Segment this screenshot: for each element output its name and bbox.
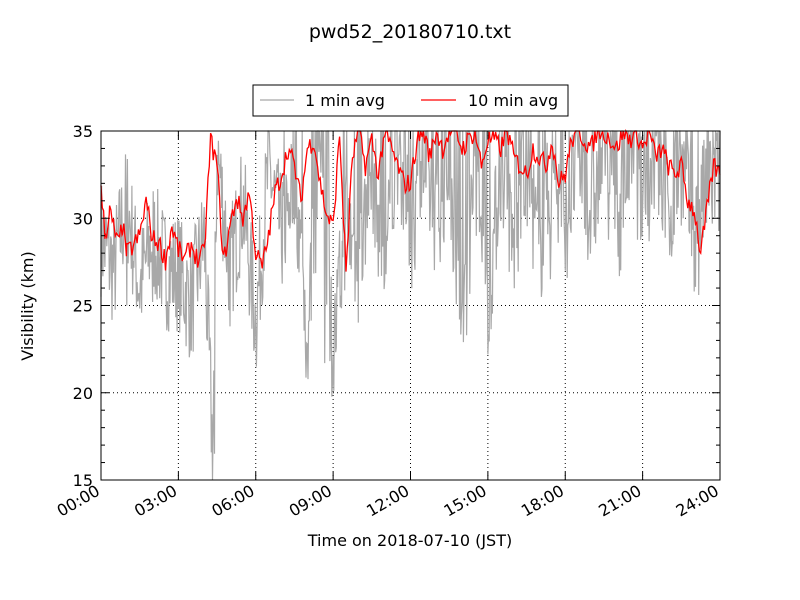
x-tick-label: 03:00 [131, 481, 180, 521]
y-tick-labels: 15 20 25 30 35 [73, 122, 93, 490]
x-axis-label: Time on 2018-07-10 (JST) [307, 531, 512, 550]
x-tick-label: 09:00 [286, 481, 335, 521]
legend-label-1min: 1 min avg [305, 91, 385, 110]
y-tick-label: 20 [73, 384, 93, 403]
x-tick-label: 18:00 [518, 481, 567, 521]
x-tick-label: 24:00 [673, 481, 722, 521]
legend-label-10min: 10 min avg [468, 91, 558, 110]
y-axis-label: Visibility (km) [18, 251, 37, 360]
x-tick-labels: 00:00 03:00 06:00 09:00 12:00 15:00 18:00 21:00… [54, 481, 722, 521]
x-tick-label: 15:00 [440, 481, 489, 521]
legend-box [252, 84, 569, 117]
axis-ticks [100, 130, 721, 481]
line-10min-avg [100, 128, 721, 272]
legend: 1 min avg 10 min avg [252, 84, 569, 117]
y-tick-label: 15 [73, 471, 93, 490]
x-tick-label: 12:00 [363, 481, 412, 521]
x-tick-label: 21:00 [595, 481, 644, 521]
y-tick-label: 25 [73, 297, 93, 316]
series-10min-avg [100, 128, 721, 272]
chart-title: pwd52_20180710.txt [309, 21, 511, 43]
x-tick-label: 06:00 [208, 481, 257, 521]
y-tick-label: 35 [73, 122, 93, 141]
y-tick-label: 30 [73, 209, 93, 228]
